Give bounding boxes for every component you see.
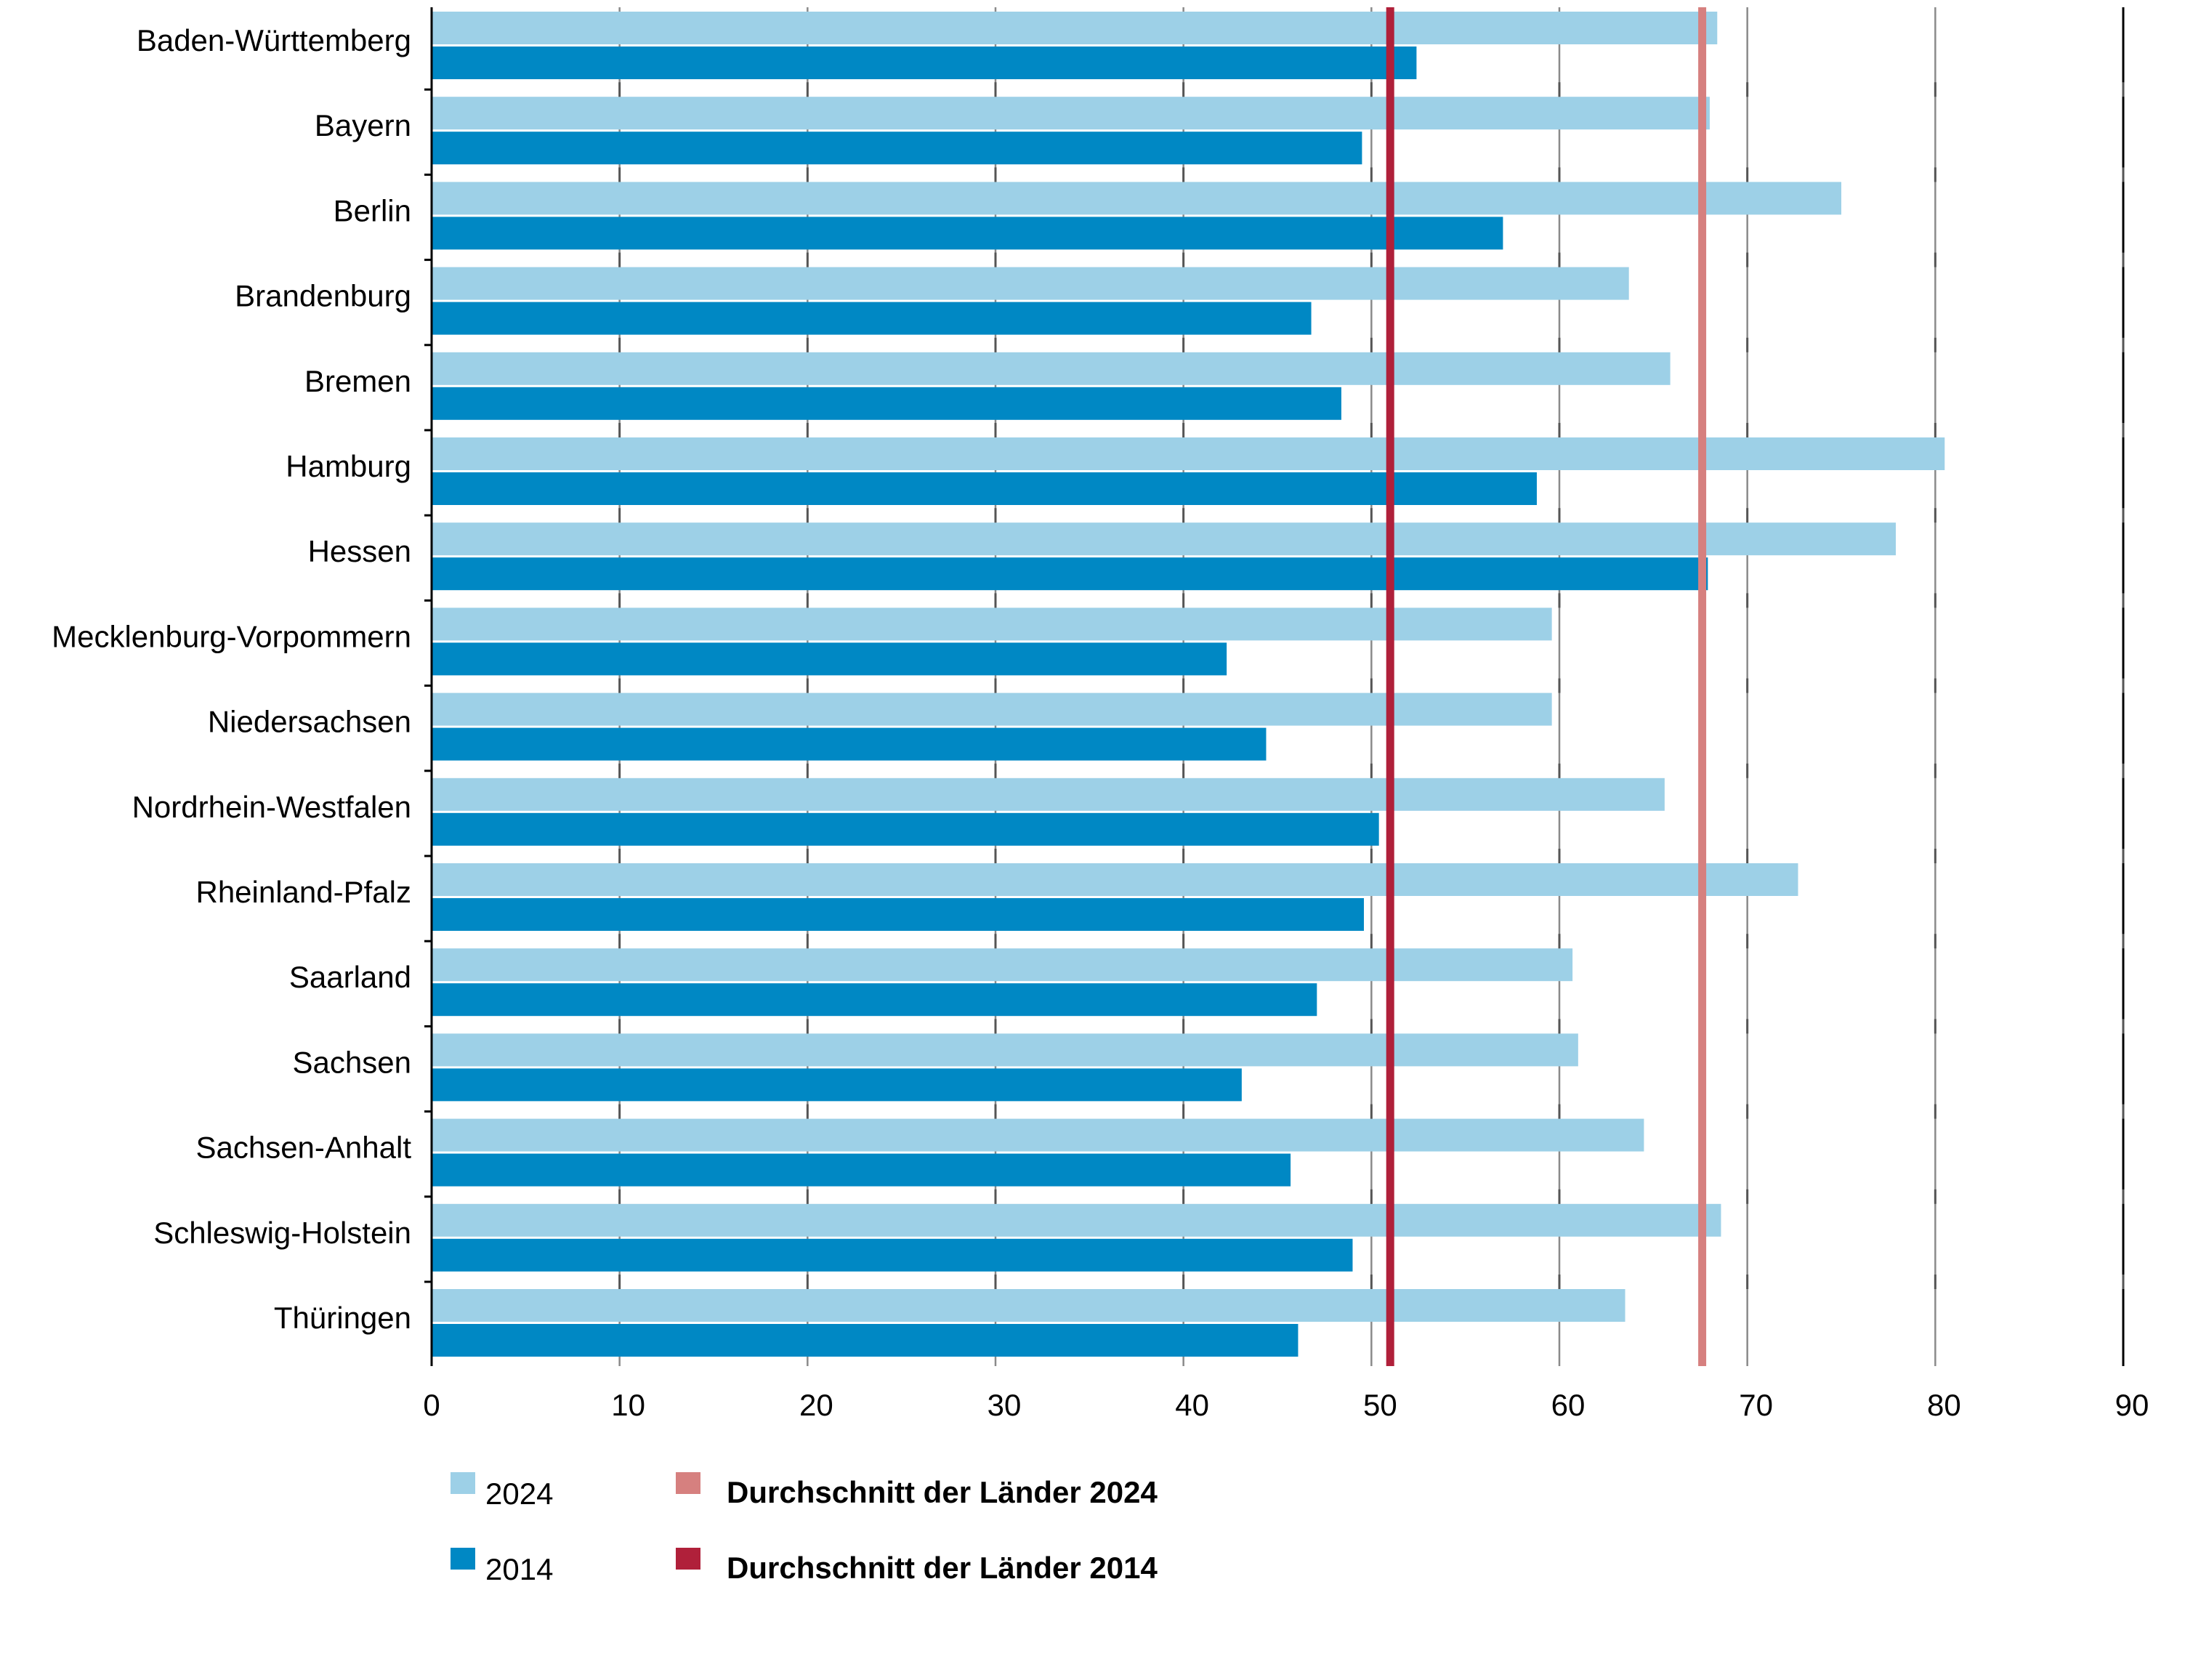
bar-2024-thueringen xyxy=(432,1289,1625,1322)
tick-labels: 0 10 20 30 40 50 60 70 80 90 xyxy=(423,1388,2149,1422)
category-label-berlin: Berlin xyxy=(334,193,411,227)
x-tick-label-90: 90 xyxy=(2115,1388,2149,1422)
bar-2024-mecklenburg-vorpommern xyxy=(432,607,1552,641)
category-label-sachsen: Sachsen xyxy=(293,1045,411,1079)
bar-2014-rheinland-pfalz xyxy=(432,898,1364,931)
category-label-bremen: Bremen xyxy=(304,364,411,398)
bar-2024-nordrhein-westfalen xyxy=(432,778,1665,811)
bar-2024-berlin xyxy=(432,182,1841,215)
category-label-brandenburg: Brandenburg xyxy=(235,279,411,313)
category-label-thueringen: Thüringen xyxy=(274,1301,411,1335)
legend-label-average-2014: Durchschnitt der Länder 2014 xyxy=(727,1551,1158,1585)
bar-2014-saarland xyxy=(432,983,1317,1017)
bar-2014-brandenburg xyxy=(432,302,1312,335)
bar-2014-mecklenburg-vorpommern xyxy=(432,642,1227,676)
bar-2024-bremen xyxy=(432,352,1671,385)
bar-2014-bayern xyxy=(432,132,1362,165)
bar-2014-bremen xyxy=(432,387,1341,420)
bars xyxy=(432,12,1945,1357)
x-tick-label-20: 20 xyxy=(799,1388,833,1422)
x-tick-label-80: 80 xyxy=(1927,1388,1961,1422)
bar-2014-berlin xyxy=(432,217,1503,250)
x-tick-label-70: 70 xyxy=(1739,1388,1773,1422)
reference-lines xyxy=(1386,7,1707,1366)
category-label-nordrhein-westfalen: Nordrhein-Westfalen xyxy=(132,790,411,824)
bar-2024-hessen xyxy=(432,522,1897,556)
category-label-niedersachsen: Niedersachsen xyxy=(208,705,411,739)
legend-label-average-2024: Durchschnitt der Länder 2024 xyxy=(727,1475,1158,1509)
legend-swatch-average-2024 xyxy=(676,1472,700,1494)
bar-2014-baden-wuerttemberg xyxy=(432,47,1417,79)
axes xyxy=(424,7,2125,1366)
bar-2014-niedersachsen xyxy=(432,727,1267,761)
bar-2014-thueringen xyxy=(432,1324,1299,1357)
category-label-mecklenburg-vorpommern: Mecklenburg-Vorpommern xyxy=(52,619,411,653)
bar-2014-sachsen xyxy=(432,1068,1242,1102)
category-labels: Baden-Württemberg Bayern Berlin Brandenburg… xyxy=(52,23,411,1335)
x-tick-label-10: 10 xyxy=(611,1388,645,1422)
category-label-bayern: Bayern xyxy=(315,108,411,142)
bar-2024-rheinland-pfalz xyxy=(432,863,1798,896)
legend-label-series-2014: 2014 xyxy=(485,1552,553,1586)
category-label-hessen: Hessen xyxy=(308,534,411,568)
bar-2014-hessen xyxy=(432,557,1708,591)
x-tick-label-40: 40 xyxy=(1175,1388,1209,1422)
legend-swatch-series-2014 xyxy=(451,1548,475,1570)
x-tick-label-0: 0 xyxy=(423,1388,440,1422)
category-label-sachsen-anhalt: Sachsen-Anhalt xyxy=(195,1131,411,1165)
category-label-baden-wuerttemberg: Baden-Württemberg xyxy=(137,23,411,57)
category-label-hamburg: Hamburg xyxy=(286,449,411,483)
bar-2024-sachsen-anhalt xyxy=(432,1118,1644,1152)
legend-label-series-2024: 2024 xyxy=(485,1477,553,1511)
bar-2024-saarland xyxy=(432,948,1573,982)
legend-swatch-series-2024 xyxy=(451,1472,475,1494)
x-tick-label-60: 60 xyxy=(1551,1388,1586,1422)
bar-2014-sachsen-anhalt xyxy=(432,1153,1291,1187)
bar-2014-schleswig-holstein xyxy=(432,1238,1353,1272)
bar-2024-bayern xyxy=(432,97,1710,130)
bar-2024-brandenburg xyxy=(432,267,1629,300)
bar-2024-schleswig-holstein xyxy=(432,1203,1721,1237)
category-label-saarland: Saarland xyxy=(289,960,411,994)
legend: 2024 2014 Durchschnitt der Länder 2024 Durc… xyxy=(451,1472,1158,1586)
bar-2024-sachsen xyxy=(432,1033,1578,1067)
category-label-rheinland-pfalz: Rheinland-Pfalz xyxy=(195,875,411,909)
category-label-schleswig-holstein: Schleswig-Holstein xyxy=(153,1216,411,1250)
bar-2014-hamburg xyxy=(432,472,1537,505)
x-tick-label-30: 30 xyxy=(988,1388,1022,1422)
legend-swatch-average-2014 xyxy=(676,1548,700,1570)
x-tick-label-50: 50 xyxy=(1363,1388,1397,1422)
bar-2014-nordrhein-westfalen xyxy=(432,812,1379,846)
bar-2024-baden-wuerttemberg xyxy=(432,12,1718,44)
bar-2024-niedersachsen xyxy=(432,692,1552,726)
bar-2024-hamburg xyxy=(432,437,1945,470)
